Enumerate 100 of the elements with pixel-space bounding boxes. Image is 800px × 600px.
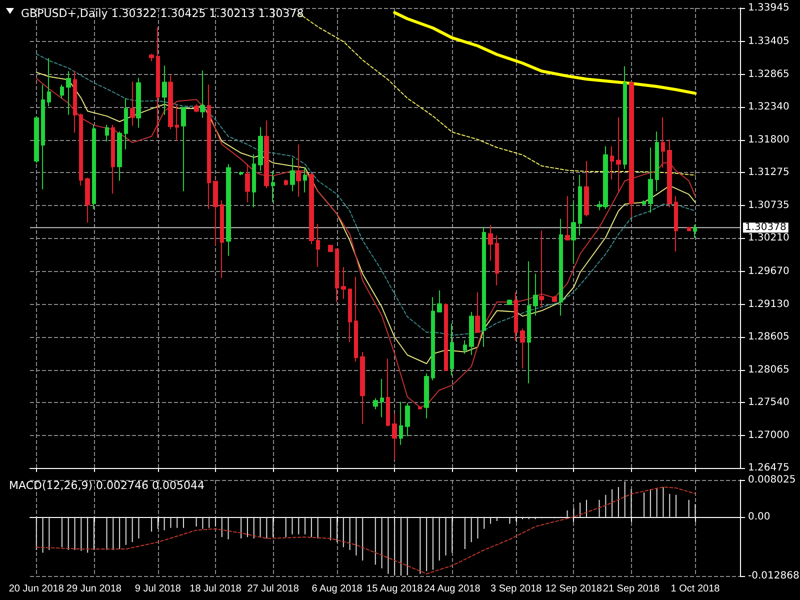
candlestick [623,66,627,170]
candlestick [117,130,122,182]
candlestick [661,116,665,168]
candlestick [552,295,557,303]
y-tick-label: 1.28605 [748,331,790,342]
candlestick [616,116,621,192]
x-tick-label: 15 Aug 2018 [366,584,424,594]
candlestick [399,401,403,446]
candlestick [252,154,256,208]
candlestick [284,179,288,186]
y-tick-label: 1.31275 [748,166,790,178]
candlestick [200,70,205,118]
x-tick-label: 18 Jul 2018 [190,584,242,594]
candlestick [168,74,173,130]
candlestick [674,196,678,252]
candlestick [341,266,346,300]
candlestick [303,166,307,193]
y-tick-label: 1.27540 [748,396,790,408]
candlestick [418,406,422,410]
chart-title: GBPUSD+,Daily 1.30322 1.30425 1.30213 1.30378 [21,7,304,20]
x-tick-label: 1 Oct 2018 [670,584,720,594]
candlestick [130,81,135,126]
candlestick [380,378,384,418]
candlestick [539,230,544,308]
candlestick [348,288,352,343]
candlestick [431,296,435,381]
candlestick [258,126,263,172]
y-tick-label: 1.33405 [748,36,790,47]
candlestick [73,70,77,134]
candlestick [578,174,582,236]
candlestick [175,104,179,142]
x-tick-label: 29 Jun 2018 [66,584,122,594]
candlestick [667,138,672,208]
candlestick [194,104,199,113]
candlestick [66,70,71,116]
y-tick-label: 1.29130 [748,299,790,310]
ref-line-label: 1.30378 [745,222,786,234]
x-tick-label: 21 Sep 2018 [602,584,660,594]
candlestick [213,180,218,246]
line-series [393,11,697,95]
candlestick [444,302,448,372]
x-tick-label: 3 Sep 2018 [490,584,542,594]
y-tick-label: 1.32340 [748,101,790,112]
chart-title: MACD(12,26,9) 0.002746 0.005044 [9,479,205,492]
candlestick [162,65,167,116]
y-tick-label: 0.00 [748,511,770,522]
candlestick [373,398,378,410]
candlestick [463,340,467,354]
candlestick [181,106,186,192]
candlestick [264,120,269,189]
candlestick [34,116,39,164]
candlestick [450,323,454,376]
y-tick-label: 1.33945 [748,2,790,14]
candlestick [386,358,390,427]
candlestick [92,124,96,210]
candlestick [655,130,659,192]
candlestick [79,113,83,186]
candlestick [629,81,634,218]
candlestick [687,226,691,232]
candlestick [482,226,486,348]
candlestick [514,292,518,342]
x-tick-label: 20 Jun 2018 [8,584,64,594]
candlestick [559,218,563,316]
candlestick [610,146,614,180]
candlestick [309,172,314,245]
candlestick [405,402,410,437]
y-tick-label: 1.26475 [748,462,790,474]
y-tick-label: 1.31800 [748,134,790,146]
y-tick-label: 1.27000 [748,430,790,442]
candlestick [495,235,499,286]
candlestick [124,98,128,150]
candlestick [437,290,442,312]
y-tick-label: 1.30735 [748,200,790,212]
candlestick [648,146,653,214]
candlestick [41,84,45,190]
candlestick [245,164,250,203]
candlestick [475,292,480,334]
candlestick [520,328,525,370]
y-tick-label: 0.008025 [748,474,796,486]
candlestick [60,84,64,99]
x-tick-label: 27 Jul 2018 [247,584,300,594]
candlestick [328,244,333,253]
candlestick [354,276,358,362]
candlestick [693,224,697,238]
x-tick-label: 12 Sep 2018 [545,584,602,594]
candlestick [507,299,512,306]
candlestick [424,372,429,419]
candlestick [111,124,115,194]
candlestick [85,177,90,224]
x-tick-label: 9 Jul 2018 [134,584,182,594]
candlestick [149,53,154,62]
candlestick [565,196,570,241]
candlestick [527,260,531,384]
candlestick [290,157,295,192]
candlestick [360,351,365,424]
candlestick [239,170,243,176]
candlestick [392,413,397,460]
candlestick [571,202,576,264]
candlestick [642,200,646,206]
candlestick [469,311,474,356]
